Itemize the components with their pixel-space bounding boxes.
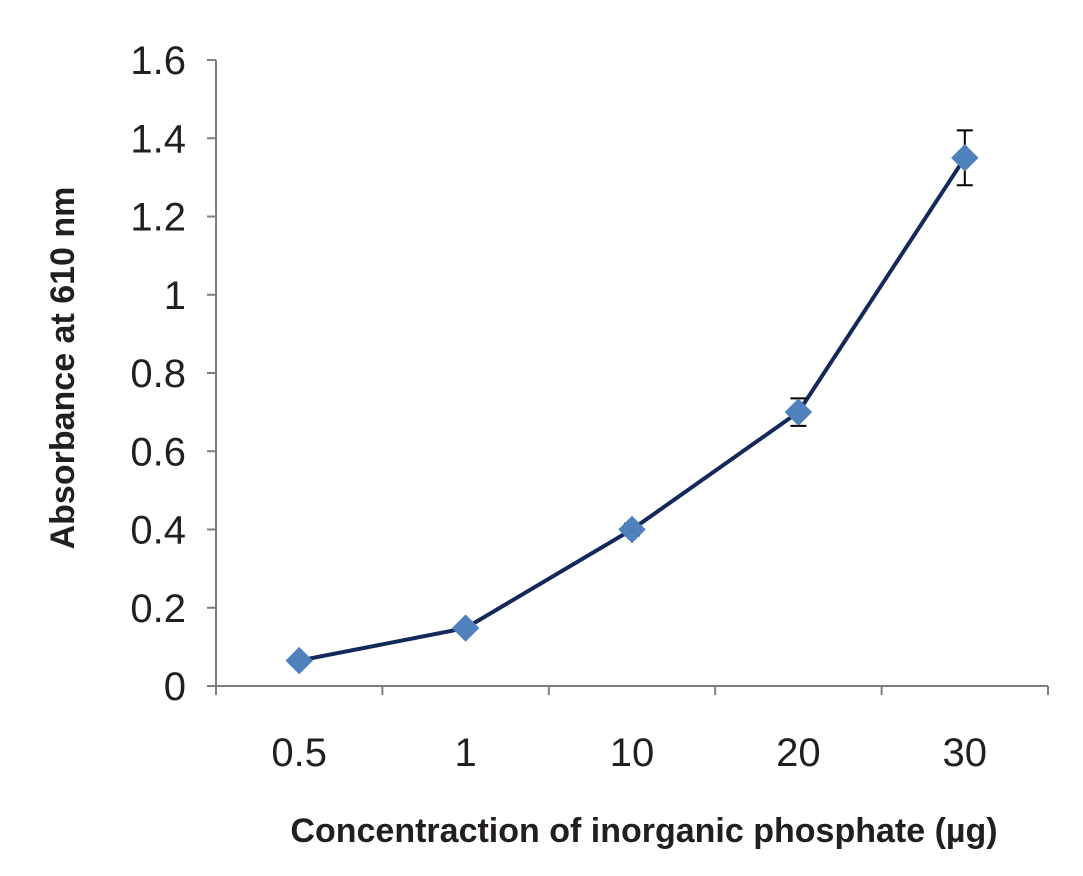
y-tick-label: 0.2 <box>130 587 186 631</box>
data-point-marker <box>618 515 646 544</box>
y-tick-label: 0.8 <box>130 352 186 396</box>
axes <box>215 60 1048 687</box>
y-ticks: 0 0.2 0.4 0.6 0.8 1 1.2 1.4 1.6 <box>130 39 216 709</box>
x-tick-label: 20 <box>776 731 821 775</box>
x-tick-label: 10 <box>610 731 655 775</box>
y-axis-title: Absorbance at 610 nm <box>44 187 82 550</box>
series-layer <box>285 129 979 675</box>
x-ticks: 0.5 1 10 20 30 <box>215 686 1049 775</box>
y-tick-label: 0.4 <box>130 509 186 553</box>
y-tick-label: 0.6 <box>130 430 186 474</box>
data-point-marker <box>285 646 313 675</box>
data-point-marker <box>451 614 480 642</box>
y-tick-label: 1 <box>164 274 186 318</box>
y-tick-label: 1.2 <box>130 196 186 240</box>
y-tick-label: 1.6 <box>130 39 186 83</box>
data-point-marker <box>784 398 813 426</box>
series-line <box>298 156 967 663</box>
y-tick-label: 1.4 <box>130 117 186 161</box>
x-tick-label: 0.5 <box>271 731 327 775</box>
data-point-marker <box>951 144 979 172</box>
x-tick-label: 1 <box>454 731 476 775</box>
x-axis-title: Concentraction of inorganic phosphate (µ… <box>290 812 997 850</box>
y-tick-label: 0 <box>164 665 186 709</box>
x-tick-label: 30 <box>943 731 988 775</box>
